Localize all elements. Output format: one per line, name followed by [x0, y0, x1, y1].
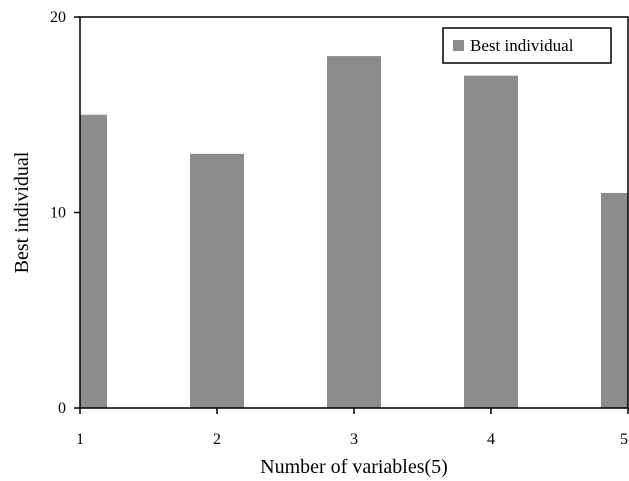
x-tick-label: 3: [350, 431, 358, 448]
y-axis-ticks: 0 10 20: [50, 9, 80, 417]
legend: Best individual: [442, 27, 612, 64]
x-axis-ticks: 1 2 3 4 5: [76, 408, 629, 448]
x-tick-label: 1: [76, 431, 84, 448]
legend-label: Best individual: [470, 36, 574, 55]
y-tick-label: 0: [58, 400, 66, 417]
x-axis-title: Number of variables(5): [260, 456, 448, 478]
x-tick-label: 4: [487, 431, 495, 448]
bar-1: [80, 114, 107, 408]
y-tick-label: 10: [50, 205, 66, 222]
y-tick-label: 20: [50, 9, 66, 26]
legend-swatch: [453, 40, 464, 51]
x-tick-label: 5: [620, 431, 628, 448]
bar-2: [190, 153, 244, 408]
bars-group: [80, 56, 628, 408]
bar-3: [327, 56, 381, 408]
legend-box: [442, 27, 612, 64]
bar-4: [464, 75, 518, 408]
bar-5: [601, 192, 628, 408]
x-tick-label: 2: [213, 431, 221, 448]
y-axis-title: Best individual: [11, 151, 33, 273]
